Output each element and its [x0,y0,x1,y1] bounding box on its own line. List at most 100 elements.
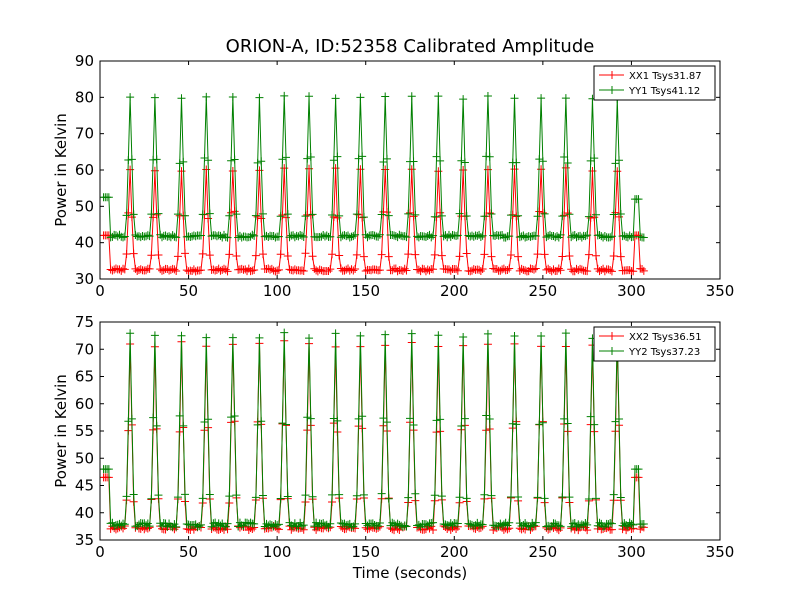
data-point [165,266,174,275]
data-point [170,265,179,274]
data-point [274,265,283,274]
data-point [283,210,292,219]
data-point [526,522,535,531]
data-point [414,233,423,242]
data-point [629,520,638,529]
data-point [533,493,542,502]
data-point [583,231,592,240]
data-point [478,520,487,529]
data-point [514,252,523,261]
data-point [553,232,562,241]
data-point [496,519,505,528]
data-point [166,522,175,531]
data-point [508,419,517,428]
data-point [216,231,225,240]
y-tick-label: 70 [75,125,94,143]
legend-entry: YY1 Tsys41.12 [628,86,700,97]
data-point [329,156,338,165]
data-point [232,252,241,261]
data-point [563,208,572,217]
y-tick-label: 40 [75,234,94,252]
data-point [359,252,368,261]
data-point [538,208,547,217]
series-yy [100,328,648,531]
data-point [250,231,259,240]
data-point [478,265,487,274]
y-tick-label: 30 [75,270,94,288]
data-point [145,232,154,241]
data-point [519,231,528,240]
data-point [480,250,489,259]
data-point [560,414,569,423]
y-tick-label: 40 [75,504,94,522]
data-point [531,231,540,240]
data-point [505,232,514,241]
data-point [250,519,259,528]
data-point [152,155,161,164]
data-point [404,250,413,259]
data-point [604,265,613,274]
data-point [377,250,386,259]
data-point [576,264,585,273]
data-point [487,252,496,261]
data-point [177,167,186,176]
data-point [452,231,461,240]
data-point [634,231,643,240]
data-point [425,266,434,275]
data-point [427,233,436,242]
data-point [274,232,283,241]
data-point [143,231,152,240]
data-point [290,265,299,274]
data-point [258,209,267,218]
data-point [181,249,190,258]
data-point [382,418,391,427]
data-point [255,93,264,102]
data-point [117,266,126,275]
data-point [257,214,266,223]
data-point [537,165,546,174]
y-tick-label: 65 [75,368,94,386]
x-tick-label: 150 [351,543,380,561]
data-point [320,521,329,530]
data-point [496,266,505,275]
data-point [301,491,310,500]
data-point [177,94,186,103]
data-point [629,267,638,276]
data-point [545,266,554,275]
data-point [421,267,430,276]
data-point [577,233,586,242]
data-point [344,231,352,240]
data-point [404,493,413,502]
data-point [351,264,360,273]
data-point [540,494,549,503]
data-point [312,518,321,527]
x-tick-label: 100 [263,282,292,300]
legend-marker [608,332,616,340]
data-point [459,166,468,175]
data-point [533,250,542,259]
data-point [600,267,609,276]
data-point [278,155,287,164]
plot-area-top: 0 50 100 150 200 250 300 350 30 40 50 60 70 80 90 [75,52,734,300]
data-point [317,266,326,275]
data-point [129,210,138,219]
data-point [522,521,531,530]
data-point [361,266,370,275]
data-point [289,231,298,240]
data-point [205,490,214,499]
data-point [607,519,616,528]
data-point [294,232,303,241]
data-point [512,212,521,221]
data-point [134,520,143,529]
data-point [110,522,119,531]
data-point [576,521,585,530]
data-point [145,264,154,273]
data-point [530,265,538,274]
y-axis-label: Power in Kelvin [52,374,70,488]
data-point [554,264,563,273]
data-point [565,210,574,219]
data-point [609,210,618,219]
data-point [429,526,438,535]
data-point [120,232,129,241]
data-point [638,265,647,274]
